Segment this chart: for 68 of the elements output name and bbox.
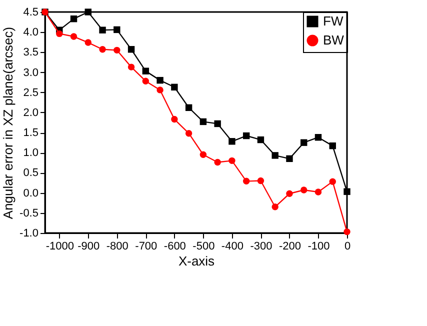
y-tick-label: 4.0 [23,26,38,39]
y-tick-label: 2.5 [23,86,38,99]
y-tick-label: 4.5 [23,6,38,18]
point [142,68,150,74]
point [185,130,192,137]
x-tick-label: -500 [192,240,215,252]
point [344,228,350,236]
x-tick-label: -100 [308,240,330,252]
x-axis-title: X-axis [178,254,216,268]
y-tick-label: 0.0 [23,187,38,200]
point [156,76,164,84]
point [171,116,178,123]
point [171,84,178,90]
point [286,190,293,197]
x-tick-label: -300 [250,240,272,252]
x-tick-label: 0 [344,240,351,252]
point [214,158,221,166]
point [257,177,264,184]
point [128,46,135,53]
y-tick-label: -1.0 [20,228,38,240]
y-axis-title: Angular error in XZ plane(arcsec) [0,26,16,220]
x-tick-label: -900 [78,240,100,252]
x-tick-label: -600 [164,240,186,252]
y-tick-label: -0.5 [20,207,38,220]
point [272,204,278,210]
point [128,64,135,70]
point [185,104,192,111]
point [300,186,308,194]
point [344,188,350,195]
y-tick-label: 2.0 [23,106,38,119]
point [114,46,120,54]
point [70,15,78,22]
point [228,157,236,164]
y-tick-label: 1.5 [23,127,38,140]
point [242,132,250,140]
point [200,151,207,158]
point [114,26,120,34]
x-tick-label: -700 [135,240,158,252]
point [142,78,150,84]
y-tick-label: 3.0 [23,66,38,79]
point [156,86,164,94]
point [257,136,264,144]
legend-label: FW [323,14,344,28]
point [314,188,322,196]
point [56,30,63,38]
point [84,39,92,46]
point [286,155,293,162]
y-tick-label: 3.5 [23,46,38,59]
point [314,134,322,141]
point [70,33,78,40]
point [214,120,221,128]
legend-label: BW [323,32,345,48]
x-tick-label: -800 [106,240,128,252]
y-tick-label: 1.0 [23,147,38,160]
point [300,139,308,146]
point [329,142,336,150]
point [228,138,236,145]
x-tick-label: -1000 [46,240,74,252]
point [99,46,106,53]
x-tick-label: -400 [221,240,244,252]
point [272,152,278,159]
x-tick-label: -200 [278,240,301,252]
point [200,118,207,126]
point [329,178,336,185]
y-tick-label: 0.5 [23,167,38,180]
point [84,8,92,16]
point [242,178,250,185]
point [99,26,106,34]
